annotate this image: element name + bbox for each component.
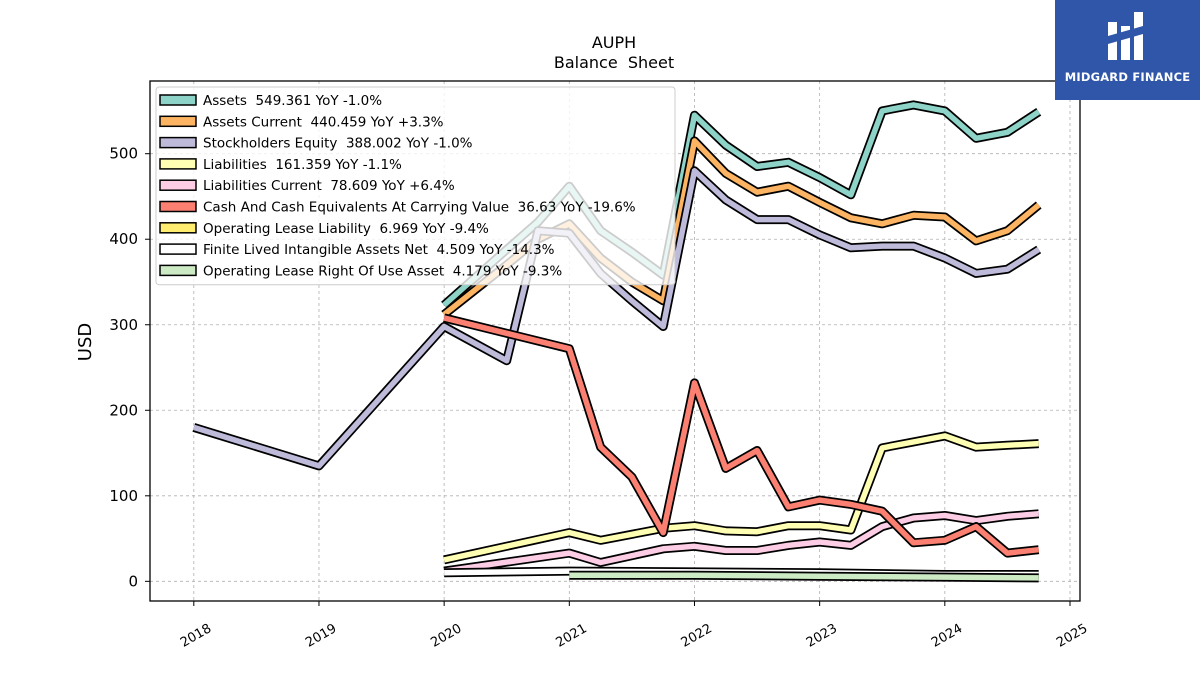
legend-label: Liabilities Current 78.609 YoY +6.4% (203, 178, 455, 194)
logo-mark-icon (1108, 12, 1143, 60)
y-tick-label: 400 (109, 230, 138, 248)
series-line-operating-lease-right-of-use-asset (569, 572, 1039, 581)
legend-swatch (159, 222, 197, 234)
chart-subtitle: Balance Sheet (554, 53, 674, 72)
legend-box (155, 86, 676, 286)
x-tick-label: 2022 (679, 621, 715, 651)
x-tick-label: 2019 (303, 621, 339, 651)
legend-swatch (159, 115, 197, 128)
x-tick-label: 2020 (428, 621, 464, 651)
legend-label: Assets 549.361 YoY -1.0% (203, 93, 382, 109)
legend: Assets 549.361 YoY -1.0% Assets Current 4… (155, 86, 676, 286)
legend-label: Operating Lease Right Of Use Asset 4.179… (203, 263, 562, 279)
x-tick-label: 2023 (804, 621, 840, 651)
series-line-liabilities-current (443, 511, 1039, 574)
chart-title: AUPH (592, 33, 636, 52)
legend-swatch (159, 136, 197, 149)
legend-label: Finite Lived Intangible Assets Net 4.509… (203, 242, 555, 258)
x-tick-label: 2021 (553, 621, 589, 651)
brand-name: MIDGARD FINANCE (1064, 70, 1191, 84)
legend-swatch (159, 264, 197, 277)
plot-frame (149, 80, 1081, 602)
series-line-stockholders-equity (192, 168, 1041, 469)
legend-swatch (159, 243, 197, 255)
legend-label: Stockholders Equity 388.002 YoY -1.0% (203, 136, 473, 152)
legend-swatch (159, 179, 197, 191)
midgard-finance-logo: MIDGARD FINANCE (1055, 0, 1200, 100)
legend-label: Operating Lease Liability 6.969 YoY -9.4… (203, 221, 489, 237)
series-lines (192, 100, 1042, 583)
legend-swatch (159, 94, 197, 106)
y-tick-label: 500 (109, 145, 138, 163)
legend-label: Cash And Cash Equivalents At Carrying Va… (203, 200, 636, 216)
y-tick-label: 300 (109, 316, 138, 334)
y-axis-label: USD (75, 323, 96, 361)
legend-swatch (159, 200, 197, 213)
y-tick-label: 0 (128, 572, 138, 590)
series-line-liabilities (443, 433, 1039, 563)
series-line-cash-and-cash-equivalents-at-carrying-value (443, 315, 1039, 556)
x-tick-label: 2024 (929, 621, 965, 651)
x-tick-label: 2018 (178, 621, 214, 651)
legend-swatch (159, 158, 197, 170)
x-tick-label: 2025 (1054, 621, 1090, 651)
legend-label: Liabilities 161.359 YoY -1.1% (203, 157, 402, 173)
y-tick-label: 100 (109, 487, 138, 505)
y-tick-label: 200 (109, 401, 138, 419)
legend-label: Assets Current 440.459 YoY +3.3% (203, 114, 444, 130)
